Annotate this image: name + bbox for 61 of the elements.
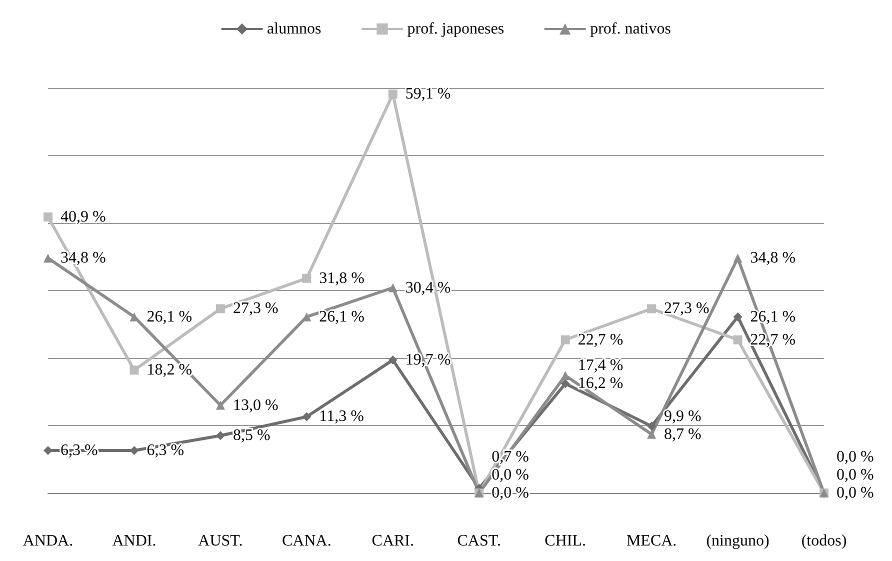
data-label: 22,7 %: [750, 331, 796, 348]
point: [216, 400, 225, 410]
data-label: 22,7 %: [578, 331, 624, 348]
data-label: 19,7 %: [405, 352, 451, 369]
point: [647, 304, 656, 314]
data-label: 11,3 %: [319, 408, 364, 426]
point: [388, 90, 398, 99]
point: [560, 371, 570, 380]
point: [560, 379, 570, 388]
data-label: 17,4 %: [578, 357, 624, 374]
data-label: 27,3 %: [664, 300, 710, 318]
point: [388, 283, 398, 292]
x-tick-label: MECA.: [626, 532, 677, 550]
data-label: 40,9 %: [60, 208, 106, 226]
data-label: 13,0 %: [232, 396, 278, 414]
point: [733, 312, 742, 322]
legend-label: alumnos: [267, 20, 322, 38]
data-label: 8,7 %: [664, 426, 702, 443]
data-label: 16,2 %: [578, 375, 624, 392]
x-tick-label: ANDA.: [22, 532, 74, 550]
data-label: 0,0 %: [836, 484, 874, 502]
x-tick-label: CARI.: [372, 532, 414, 550]
data-label: 27,3 %: [232, 300, 278, 318]
point: [302, 274, 312, 283]
x-tick-label: (ninguno): [706, 532, 770, 550]
point: [388, 356, 398, 365]
data-label: 0,0 %: [492, 466, 529, 484]
data-label: 26,1 %: [319, 308, 364, 326]
point: [216, 304, 225, 314]
x-tick-label: CHIL.: [544, 532, 586, 550]
data-label: 8,5 %: [232, 427, 270, 444]
data-label: 0,0 %: [492, 484, 529, 502]
data-label: 30,4 %: [405, 279, 451, 296]
data-label: 18,2 %: [146, 362, 192, 379]
point: [647, 430, 656, 439]
point: [302, 412, 312, 422]
data-label: 26,1 %: [146, 308, 192, 326]
x-tick-label: (todos): [801, 532, 847, 550]
data-label: 0,0 %: [836, 448, 874, 466]
point: [44, 212, 52, 222]
data-label: 0,7 %: [492, 448, 529, 466]
x-tick-label: AUST.: [198, 532, 243, 550]
data-label: 31,8 %: [319, 270, 364, 287]
legend-label: prof. nativos: [590, 20, 671, 38]
point: [216, 431, 225, 440]
x-tick-label: CANA.: [282, 532, 332, 550]
point: [560, 335, 570, 344]
data-label: 0,0 %: [836, 466, 874, 484]
data-label: 59,1 %: [405, 86, 451, 103]
point: [647, 422, 656, 431]
x-tick-label: ANDI.: [112, 532, 156, 550]
data-label: 26,1 %: [750, 308, 796, 326]
data-label: 34,8 %: [60, 250, 106, 267]
data-label: 34,8 %: [750, 250, 796, 267]
point: [733, 254, 742, 263]
point: [44, 254, 52, 263]
x-tick-label: CAST.: [457, 532, 501, 550]
point: [130, 366, 139, 375]
data-label: 9,9 %: [664, 408, 702, 425]
legend-label: prof. japoneses: [407, 20, 504, 38]
point: [733, 335, 742, 344]
